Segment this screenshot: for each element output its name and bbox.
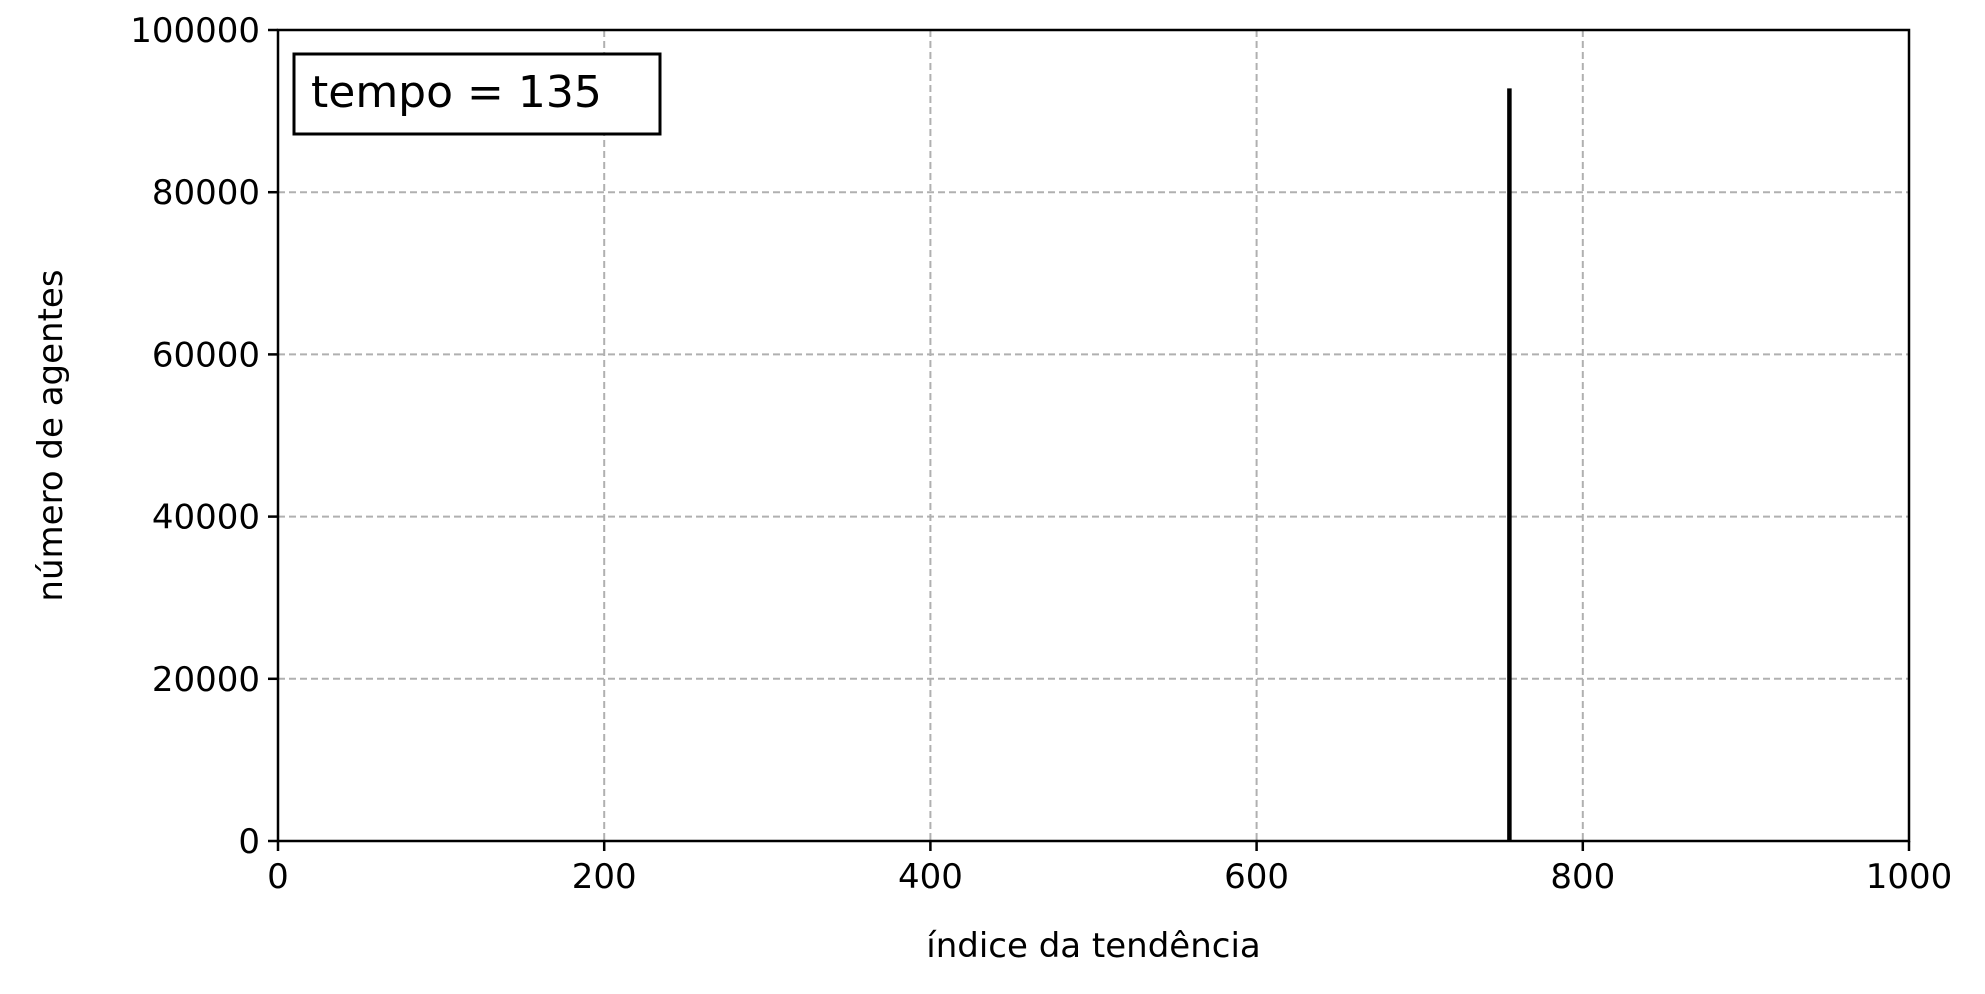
x-axis: 0 200 400 600 800 1000 [267,841,1952,897]
x-axis-label: índice da tendência [926,926,1261,966]
y-tick-label: 60000 [152,335,260,375]
x-tick-label: 200 [572,857,637,897]
y-axis-label: número de agentes [31,269,71,601]
y-tick-label: 0 [238,822,260,862]
grid-lines [278,29,1909,841]
x-tick-label: 400 [898,857,963,897]
y-tick-label: 100000 [130,11,260,51]
annotation-text: tempo = 135 [311,67,602,118]
annotation-box: tempo = 135 [292,52,662,136]
y-tick-label: 40000 [152,498,260,538]
x-tick-label: 0 [267,857,289,897]
x-tick-label: 600 [1224,857,1289,897]
plot-frame [276,28,1911,843]
annotation-frame [292,52,662,136]
x-tick-label: 800 [1550,857,1615,897]
y-axis: 0 20000 40000 60000 80000 100000 [130,11,278,862]
y-tick-label: 20000 [152,660,260,700]
y-tick-label: 80000 [152,173,260,213]
x-tick-label: 1000 [1866,857,1953,897]
